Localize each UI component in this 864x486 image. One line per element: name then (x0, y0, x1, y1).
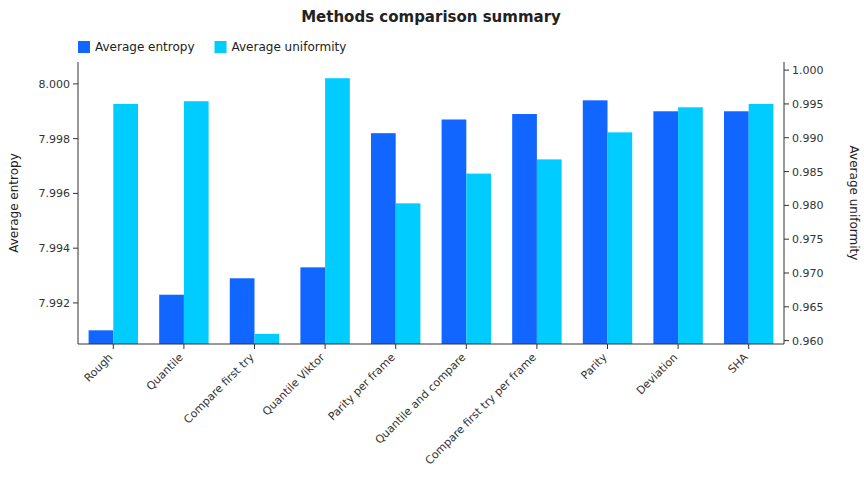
legend-swatch (78, 41, 90, 53)
y2-tick (784, 103, 789, 104)
y2-tick (784, 306, 789, 307)
bar (653, 111, 678, 344)
bar (608, 132, 633, 344)
bar (537, 159, 562, 344)
y-tick (73, 138, 78, 139)
x-tick-label: Parity per frame (326, 351, 398, 423)
bar (255, 334, 280, 344)
y2-tick-label: 0.960 (792, 335, 824, 348)
y-tick (73, 193, 78, 194)
bar (230, 278, 255, 344)
bar (512, 114, 537, 344)
title: Methods comparison summary (301, 8, 561, 26)
legend-item: Average uniformity (215, 40, 347, 54)
x-tick (183, 344, 184, 349)
bar (89, 330, 114, 344)
y2-tick (784, 340, 789, 341)
y2-tick-label: 1.000 (792, 64, 824, 77)
x-tick-label: Deviation (634, 351, 680, 397)
y-tick (73, 83, 78, 84)
bar (466, 174, 491, 344)
y2-tick (784, 239, 789, 240)
y2-tick-label: 0.985 (792, 166, 824, 179)
y2-tick-label: 0.995 (792, 98, 824, 111)
x-tick (678, 344, 679, 349)
bar (159, 295, 184, 344)
y2-tick-label: 0.970 (792, 267, 824, 280)
x-tick-label: Compare first try (181, 351, 257, 427)
x-tick (748, 344, 749, 349)
y2-axis-label: Average uniformity (847, 146, 861, 261)
legend: Average entropy Average uniformity (78, 40, 346, 54)
y2-tick (784, 137, 789, 138)
bar (583, 100, 608, 344)
bar (371, 133, 396, 344)
x-tick-label: Quantile (144, 351, 186, 393)
bar (325, 78, 350, 344)
y-tick-label: 8.000 (39, 78, 71, 91)
y-axis-label: Average entropy (7, 153, 21, 253)
y-tick-label: 7.992 (39, 297, 71, 310)
bar (724, 111, 749, 344)
axes: 7.992 7.994 7.996 7.998 8.000 0.960 0.965 0.970… (39, 62, 824, 467)
x-tick-label: Compare first try per frame (423, 351, 540, 468)
x-tick (113, 344, 114, 349)
bar (396, 203, 421, 344)
y-tick-label: 7.994 (39, 242, 71, 255)
x-tick-label: Quantile Viktor (260, 351, 328, 419)
bar (749, 104, 774, 344)
y-tick-label: 7.998 (39, 133, 71, 146)
y2-tick-label: 0.980 (792, 199, 824, 212)
x-tick-label: Rough (82, 351, 116, 385)
y2-tick-label: 0.990 (792, 132, 824, 145)
x-tick-label: Parity (578, 351, 610, 383)
y2-tick-label: 0.965 (792, 301, 824, 314)
x-tick (325, 344, 326, 349)
page: {"chart_data": {"type": "bar", "title": … (0, 0, 864, 486)
x-tick (536, 344, 537, 349)
y2-tick (784, 205, 789, 206)
legend-label: Average entropy (95, 40, 195, 54)
y-axis-line (78, 62, 79, 344)
bar (113, 104, 138, 344)
y-tick (73, 248, 78, 249)
y2-tick (784, 70, 789, 71)
bars (89, 78, 774, 344)
y2-tick (784, 171, 789, 172)
bar (442, 119, 467, 344)
x-tick (466, 344, 467, 349)
x-tick (395, 344, 396, 349)
legend-item: Average entropy (78, 40, 195, 54)
bar (184, 101, 209, 344)
bar (678, 107, 703, 344)
y-tick (73, 302, 78, 303)
y2-tick-label: 0.975 (792, 233, 824, 246)
legend-label: Average uniformity (232, 40, 347, 54)
y2-tick (784, 272, 789, 273)
x-tick (607, 344, 608, 349)
x-tick (254, 344, 255, 349)
bar (300, 267, 325, 344)
y-tick-label: 7.996 (39, 187, 71, 200)
legend-swatch (215, 41, 227, 53)
chart: 7.992 7.994 7.996 7.998 8.000 0.960 0.965 0.970… (0, 0, 864, 486)
x-tick-label: SHA (726, 351, 752, 377)
